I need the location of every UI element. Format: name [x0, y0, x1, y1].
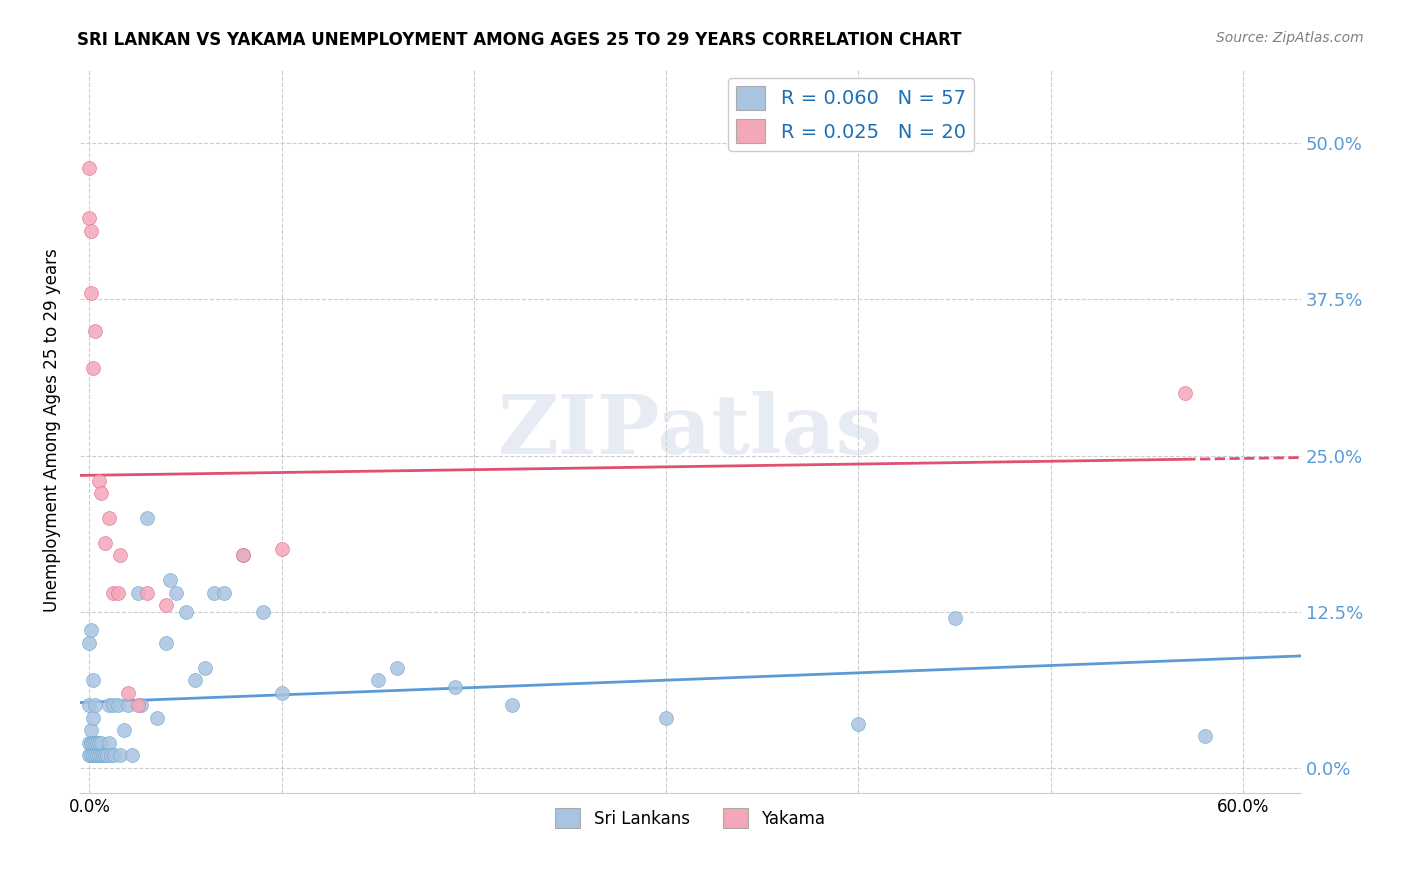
Point [100, 748, 122, 763]
Point [94, 536, 117, 550]
Point [655, 711, 678, 725]
Point [82, 748, 104, 763]
Point [943, 611, 966, 625]
Point [270, 686, 292, 700]
Point [117, 686, 139, 700]
Point [1174, 386, 1197, 401]
Point [117, 698, 139, 713]
Point [146, 711, 169, 725]
Point [79, 748, 101, 763]
Point [80, 736, 103, 750]
Point [212, 586, 235, 600]
Point [90, 736, 112, 750]
Point [87, 736, 110, 750]
Point [97, 736, 120, 750]
Point [80, 224, 103, 238]
Point [159, 574, 181, 588]
Point [86, 748, 108, 763]
Point [110, 549, 132, 563]
Point [82, 361, 104, 376]
Point [155, 599, 177, 613]
Point [232, 549, 254, 563]
Point [107, 698, 129, 713]
Point [97, 511, 120, 525]
Point [165, 586, 187, 600]
Point [79, 736, 101, 750]
Point [127, 698, 149, 713]
Point [204, 586, 226, 600]
Point [91, 748, 114, 763]
Point [501, 698, 523, 713]
Point [90, 486, 112, 500]
Point [82, 711, 104, 725]
Point [84, 698, 107, 713]
Text: SRI LANKAN VS YAKAMA UNEMPLOYMENT AMONG AGES 25 TO 29 YEARS CORRELATION CHART: SRI LANKAN VS YAKAMA UNEMPLOYMENT AMONG … [77, 31, 962, 49]
Point [97, 698, 120, 713]
Point [101, 586, 124, 600]
Point [270, 542, 292, 557]
Point [107, 586, 129, 600]
Point [82, 673, 104, 688]
Point [84, 324, 107, 338]
Point [127, 586, 149, 600]
Point [80, 748, 103, 763]
Point [155, 636, 177, 650]
Point [252, 605, 274, 619]
Point [79, 698, 101, 713]
Point [103, 748, 125, 763]
Point [131, 698, 153, 713]
Point [82, 736, 104, 750]
Point [90, 748, 112, 763]
Point [385, 661, 408, 675]
Point [79, 636, 101, 650]
Point [87, 748, 110, 763]
Point [84, 748, 107, 763]
Point [121, 748, 143, 763]
Point [101, 698, 124, 713]
Legend: Sri Lankans, Yakama: Sri Lankans, Yakama [548, 801, 832, 835]
Point [136, 586, 159, 600]
Point [110, 748, 132, 763]
Point [80, 723, 103, 738]
Point [1194, 730, 1216, 744]
Point [96, 748, 118, 763]
Point [848, 717, 870, 731]
Point [232, 549, 254, 563]
Point [194, 661, 217, 675]
Point [112, 723, 135, 738]
Point [80, 624, 103, 638]
Point [80, 286, 103, 301]
Y-axis label: Unemployment Among Ages 25 to 29 years: Unemployment Among Ages 25 to 29 years [44, 249, 60, 613]
Point [94, 748, 117, 763]
Point [184, 673, 207, 688]
Point [86, 736, 108, 750]
Point [79, 211, 101, 226]
Point [84, 736, 107, 750]
Text: Source: ZipAtlas.com: Source: ZipAtlas.com [1216, 31, 1364, 45]
Point [174, 605, 197, 619]
Point [367, 673, 389, 688]
Point [136, 511, 159, 525]
Point [443, 680, 465, 694]
Text: ZIPatlas: ZIPatlas [498, 391, 883, 471]
Point [87, 474, 110, 488]
Point [79, 161, 101, 176]
